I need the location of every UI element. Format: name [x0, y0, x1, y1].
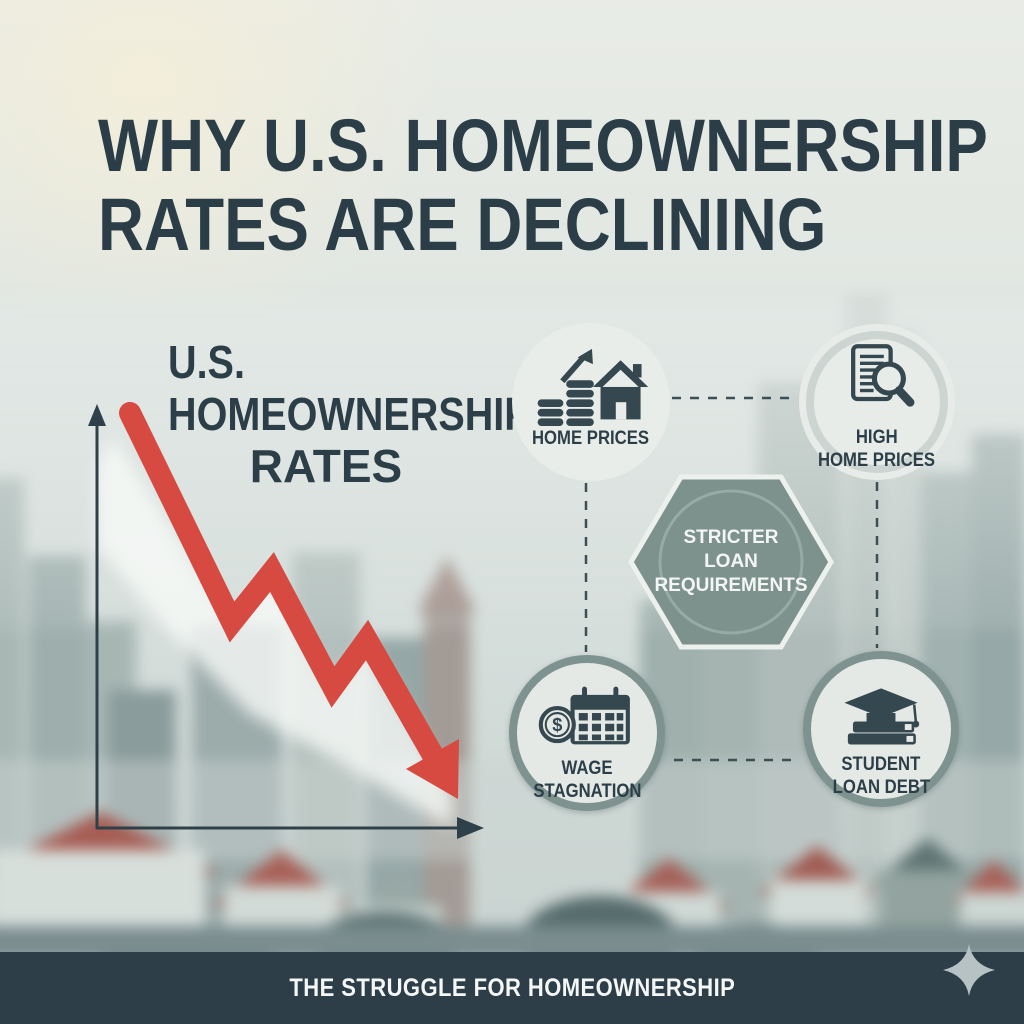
footer-bar: THE STRUGGLE FOR HOMEOWNERSHIP — [0, 952, 1024, 1024]
chart-label: U.S. HOMEOWNERSHIP RATES — [168, 336, 531, 492]
graduation-cap-books-icon — [844, 688, 920, 745]
hexagon-label-line2: LOAN — [704, 551, 758, 572]
factor-node-wage-stagnation: $ WAGE STAGNATION — [509, 655, 665, 811]
chart-label-line1: U.S. — [168, 336, 245, 388]
coins-house-arrow-icon — [537, 348, 649, 427]
node-label: LOAN DEBT — [832, 777, 930, 798]
footer-caption: THE STRUGGLE FOR HOMEOWNERSHIP — [289, 973, 735, 1002]
page-title: WHY U.S. HOMEOWNERSHIP RATES ARE DECLINI… — [98, 106, 1024, 264]
node-label: STAGNATION — [532, 781, 642, 802]
hexagon-label-line3: REQUIREMENTS — [654, 575, 808, 596]
document-magnifier-icon — [851, 344, 915, 407]
factor-node-home-prices: HOME PRICES — [512, 323, 670, 481]
node-label: HOME PRICES — [818, 450, 936, 471]
node-label: STUDENT — [841, 754, 921, 775]
node-label: HOME PRICES — [532, 428, 650, 449]
sparkle-icon — [943, 944, 995, 996]
title-line1: WHY U.S. HOMEOWNERSHIP — [98, 104, 988, 187]
hexagon-badge — [628, 474, 834, 650]
chart-label-line2: HOMEOWNERSHIP — [168, 388, 531, 440]
chart-label-line3: RATES — [249, 440, 403, 492]
hexagon-label-line1: STRICTER — [683, 527, 779, 548]
factor-node-stricter-loan-requirements: STRICTER LOAN REQUIREMENTS — [624, 470, 838, 654]
factor-node-student-loan-debt: STUDENT LOAN DEBT — [803, 651, 959, 807]
factor-node-high-home-prices: HIGH HOME PRICES — [799, 324, 955, 480]
node-label: WAGE — [561, 758, 613, 779]
title-line2: RATES ARE DECLINING — [98, 183, 827, 266]
svg-text:$: $ — [552, 715, 562, 735]
dollar-calendar-icon: $ — [538, 686, 630, 745]
node-label: HIGH — [856, 427, 898, 448]
